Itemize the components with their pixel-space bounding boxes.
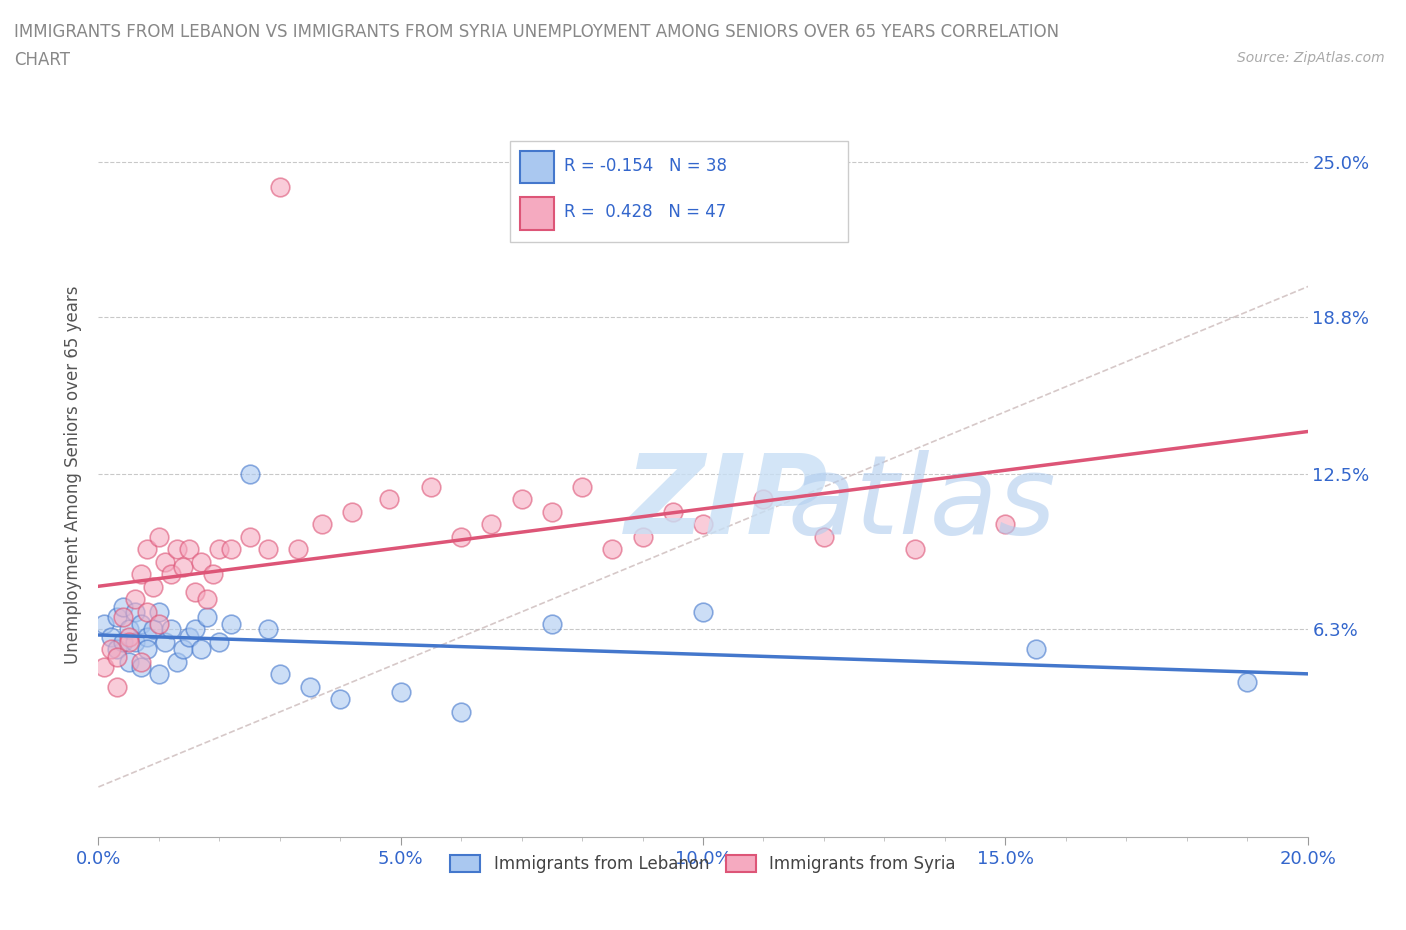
Point	[166, 655, 188, 670]
Point	[329, 692, 352, 707]
Point	[166, 542, 188, 557]
Point	[269, 179, 291, 194]
Point	[118, 630, 141, 644]
Text: atlas: atlas	[787, 450, 1056, 557]
Point	[148, 617, 170, 631]
Y-axis label: Unemployment Among Seniors over 65 years: Unemployment Among Seniors over 65 years	[65, 286, 83, 663]
Point	[481, 517, 503, 532]
Text: Source: ZipAtlas.com: Source: ZipAtlas.com	[1237, 51, 1385, 65]
Point	[111, 609, 134, 624]
Point	[904, 542, 927, 557]
Point	[239, 467, 262, 482]
Point	[540, 504, 562, 519]
Point	[100, 630, 122, 644]
Point	[105, 642, 128, 657]
Point	[299, 680, 322, 695]
Point	[153, 554, 176, 569]
Point	[160, 622, 183, 637]
Point	[135, 604, 157, 619]
Point	[692, 517, 714, 532]
Text: IMMIGRANTS FROM LEBANON VS IMMIGRANTS FROM SYRIA UNEMPLOYMENT AMONG SENIORS OVER: IMMIGRANTS FROM LEBANON VS IMMIGRANTS FR…	[14, 23, 1059, 41]
Point	[105, 649, 128, 664]
Point	[256, 542, 278, 557]
Point	[202, 567, 225, 582]
Point	[129, 567, 152, 582]
Point	[661, 504, 683, 519]
Point	[153, 634, 176, 649]
Point	[1236, 674, 1258, 689]
Point	[111, 600, 134, 615]
Point	[195, 609, 218, 624]
Point	[135, 542, 157, 557]
Point	[118, 655, 141, 670]
Point	[510, 492, 533, 507]
Point	[287, 542, 309, 557]
Point	[93, 617, 115, 631]
Point	[221, 617, 243, 631]
Point	[179, 630, 201, 644]
Point	[111, 634, 134, 649]
Point	[311, 517, 333, 532]
Point	[148, 604, 170, 619]
Point	[450, 529, 472, 544]
Point	[239, 529, 262, 544]
Point	[631, 529, 654, 544]
Point	[208, 542, 231, 557]
Point	[420, 479, 443, 494]
Point	[1024, 642, 1046, 657]
Point	[269, 667, 291, 682]
Point	[142, 622, 165, 637]
Point	[540, 617, 562, 631]
Point	[602, 542, 624, 557]
Point	[190, 554, 212, 569]
Point	[118, 634, 141, 649]
Point	[813, 529, 835, 544]
Point	[692, 604, 714, 619]
Point	[450, 705, 472, 720]
Point	[148, 529, 170, 544]
Text: CHART: CHART	[14, 51, 70, 69]
Point	[377, 492, 399, 507]
Point	[190, 642, 212, 657]
Point	[172, 560, 194, 575]
Text: ZIP: ZIP	[624, 450, 828, 557]
Point	[752, 492, 775, 507]
Point	[142, 579, 165, 594]
Point	[208, 634, 231, 649]
Point	[93, 659, 115, 674]
Point	[135, 630, 157, 644]
Point	[129, 655, 152, 670]
Point	[118, 622, 141, 637]
Point	[184, 622, 207, 637]
Point	[148, 667, 170, 682]
Point	[124, 591, 146, 606]
Point	[124, 634, 146, 649]
Point	[105, 680, 128, 695]
Point	[129, 659, 152, 674]
Point	[342, 504, 364, 519]
Point	[160, 567, 183, 582]
Legend: Immigrants from Lebanon, Immigrants from Syria: Immigrants from Lebanon, Immigrants from…	[444, 848, 962, 880]
Point	[172, 642, 194, 657]
Point	[256, 622, 278, 637]
Point	[105, 609, 128, 624]
Point	[195, 591, 218, 606]
Point	[129, 617, 152, 631]
Point	[389, 684, 412, 699]
Point	[571, 479, 593, 494]
Point	[100, 642, 122, 657]
Point	[179, 542, 201, 557]
Point	[135, 642, 157, 657]
Point	[184, 584, 207, 599]
Point	[124, 604, 146, 619]
Point	[994, 517, 1017, 532]
Point	[221, 542, 243, 557]
